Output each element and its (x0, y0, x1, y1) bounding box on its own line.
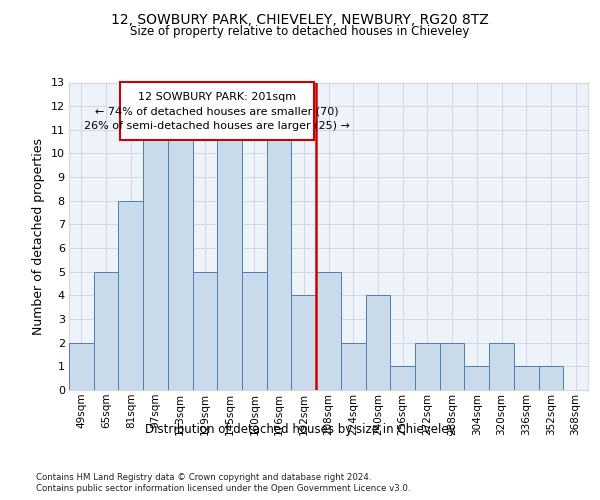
Text: Contains public sector information licensed under the Open Government Licence v3: Contains public sector information licen… (36, 484, 410, 493)
Bar (69, 342, 94, 390)
Bar (464, 366, 489, 390)
Bar (143, 130, 168, 390)
Y-axis label: Number of detached properties: Number of detached properties (32, 138, 45, 335)
Bar (489, 342, 514, 390)
Bar (118, 201, 143, 390)
Bar (267, 130, 292, 390)
Bar (341, 342, 365, 390)
Bar (94, 272, 118, 390)
Bar (292, 296, 316, 390)
Bar (217, 130, 242, 390)
Bar (193, 272, 217, 390)
Bar (440, 342, 464, 390)
Text: Size of property relative to detached houses in Chieveley: Size of property relative to detached ho… (130, 25, 470, 38)
Text: 12 SOWBURY PARK: 201sqm
← 74% of detached houses are smaller (70)
26% of semi-de: 12 SOWBURY PARK: 201sqm ← 74% of detache… (84, 92, 350, 132)
FancyBboxPatch shape (119, 82, 314, 140)
Text: Contains HM Land Registry data © Crown copyright and database right 2024.: Contains HM Land Registry data © Crown c… (36, 472, 371, 482)
Text: Distribution of detached houses by size in Chieveley: Distribution of detached houses by size … (145, 422, 455, 436)
Bar (168, 130, 193, 390)
Bar (514, 366, 539, 390)
Bar (316, 272, 341, 390)
Bar (390, 366, 415, 390)
Text: 12, SOWBURY PARK, CHIEVELEY, NEWBURY, RG20 8TZ: 12, SOWBURY PARK, CHIEVELEY, NEWBURY, RG… (111, 12, 489, 26)
Bar (415, 342, 440, 390)
Bar (365, 296, 390, 390)
Bar (539, 366, 563, 390)
Bar (242, 272, 267, 390)
